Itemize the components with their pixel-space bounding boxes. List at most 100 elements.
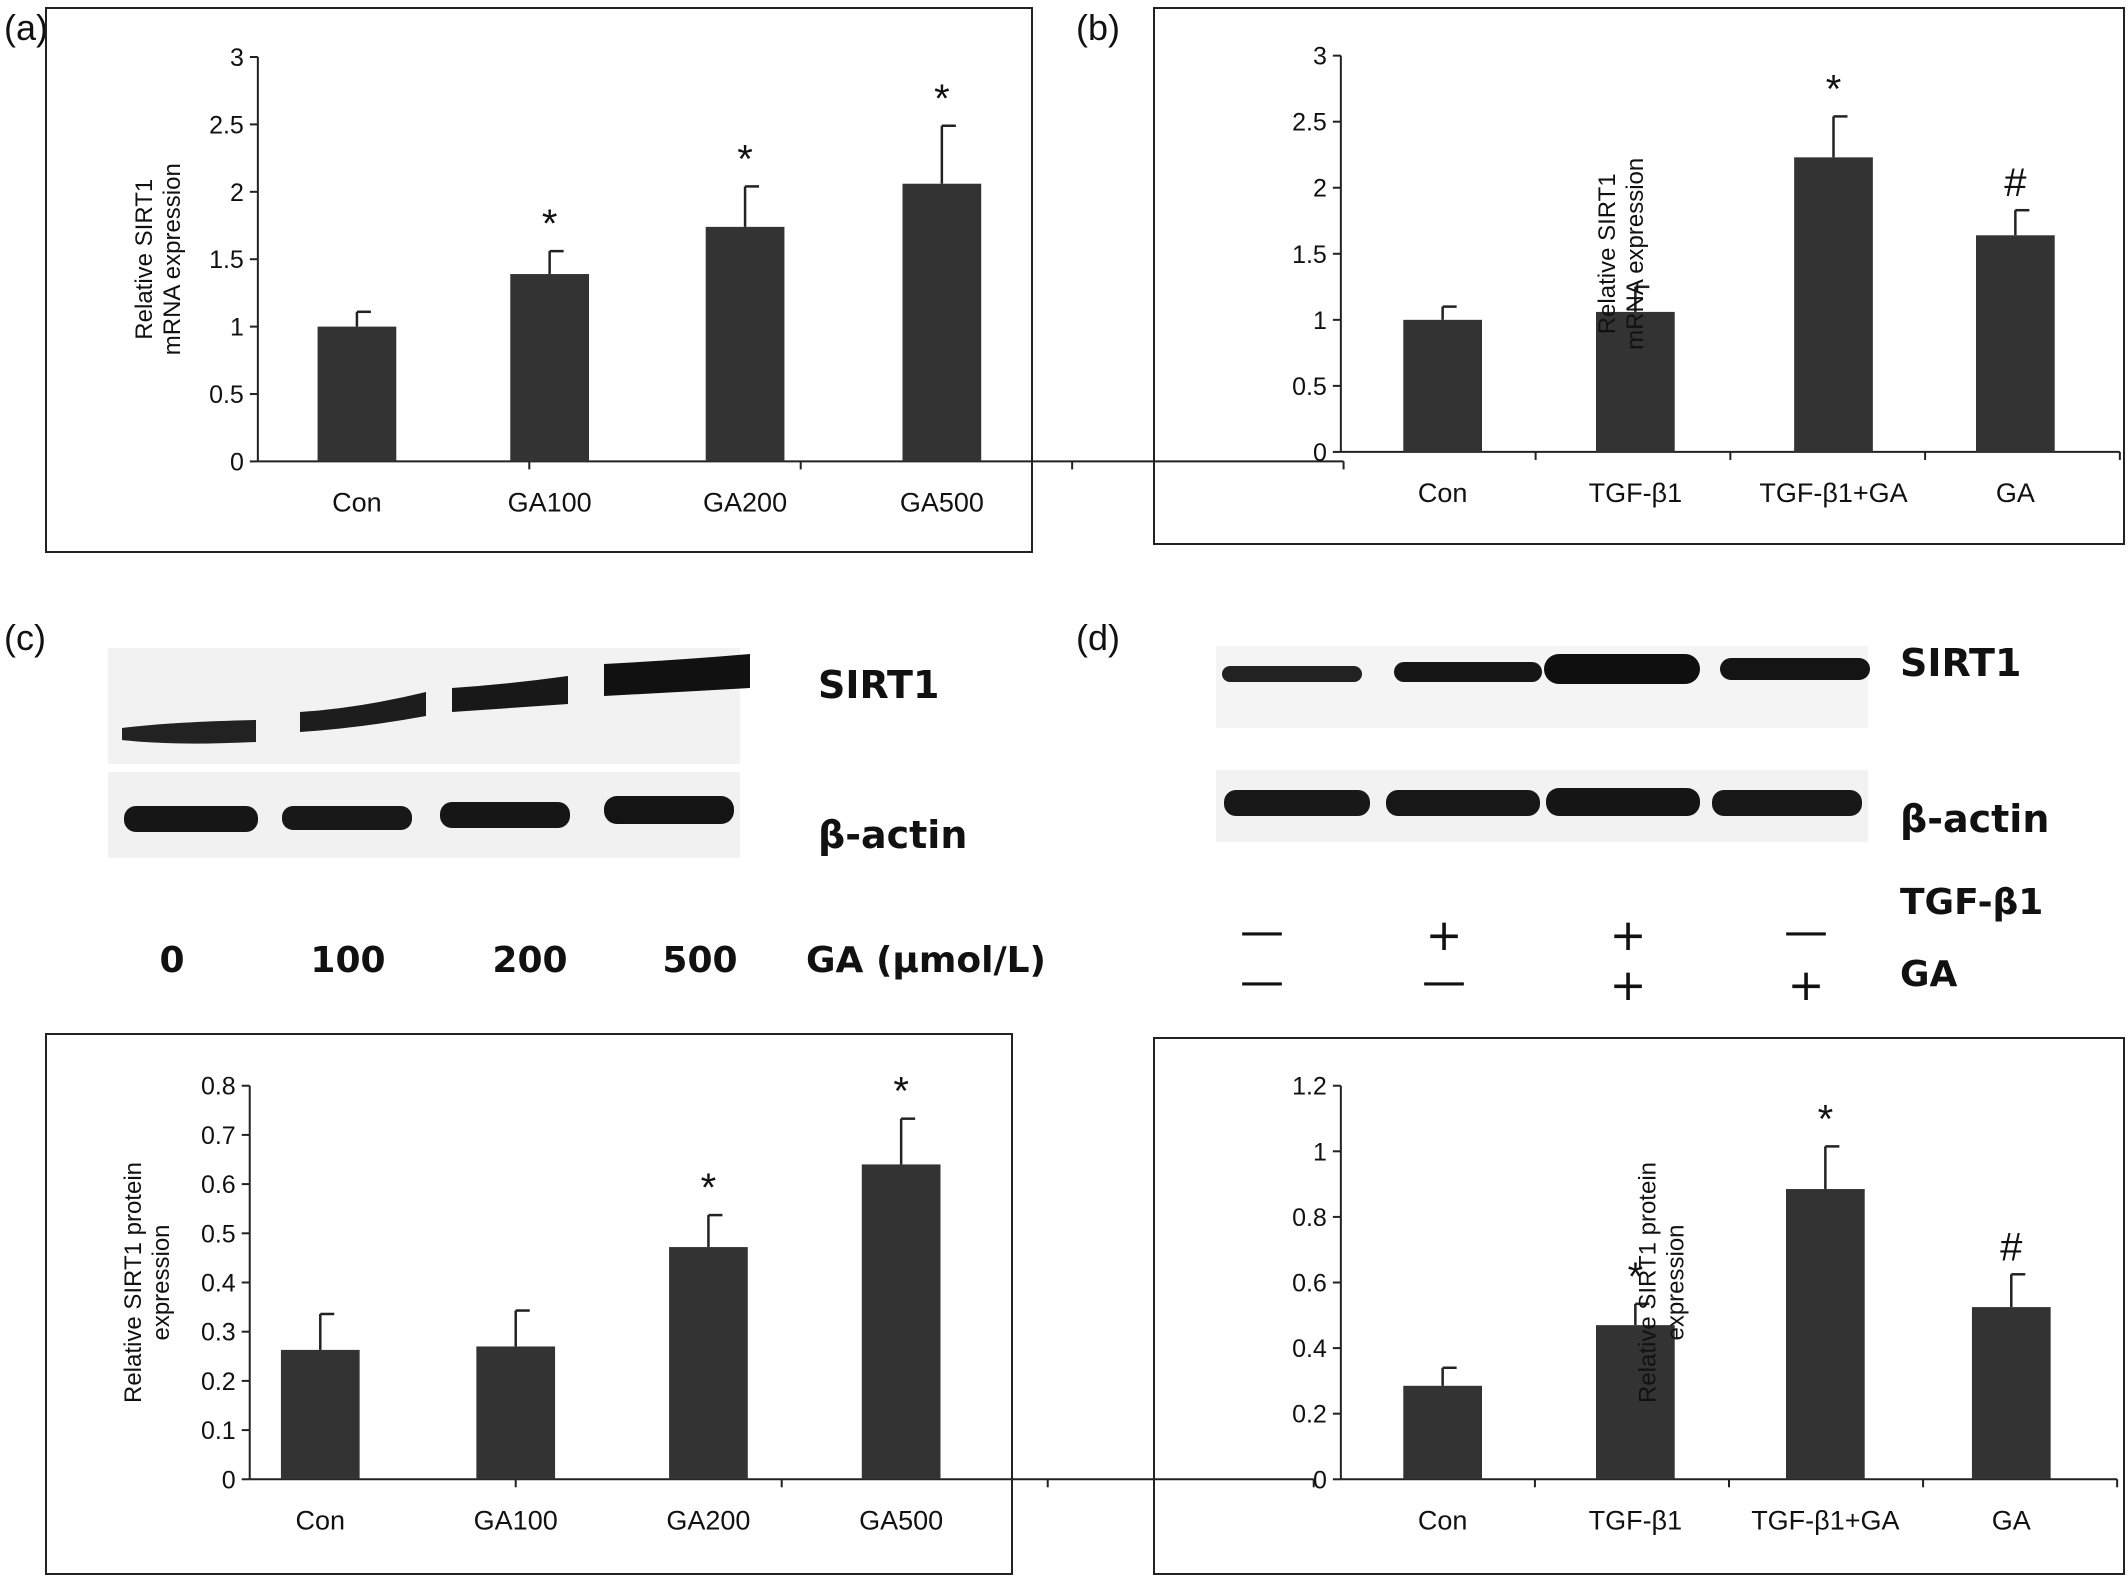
y-tick-label-a: 3: [230, 44, 244, 72]
y-tick-label-c: 0.3: [201, 1319, 236, 1347]
y-axis-label-line-c: Relative SIRT1 protein: [120, 1162, 147, 1403]
bar-c-1: [280, 1349, 360, 1480]
y-tick-label-b: 2: [1313, 175, 1327, 203]
significance-mark-d-4: #: [2000, 1225, 2023, 1269]
x-category-label-d-4: GA: [1992, 1505, 2031, 1535]
bar-c-2: [476, 1346, 556, 1480]
x-category-label-b-3: TGF-β1+GA: [1759, 478, 1907, 508]
blot-c-actin-band-lane3: [440, 802, 570, 828]
bar-a-2: [510, 274, 589, 462]
bar-c-4: [861, 1164, 941, 1480]
bar-b-3: [1794, 157, 1873, 452]
blot-d-tgf-sign-3: +: [1610, 910, 1647, 961]
y-axis-label-line-b: Relative SIRT1: [1594, 173, 1621, 334]
x-category-label-a-1: Con: [332, 487, 382, 517]
panel-label-d: (d): [1076, 617, 1120, 658]
y-tick-label-d: 1.2: [1292, 1073, 1327, 1101]
chart-frame-b: [1153, 7, 2125, 545]
bar-b-4: [1976, 235, 2055, 452]
blot-c-label-actin: β-actin: [818, 813, 967, 857]
x-category-label-a-2: GA100: [508, 487, 592, 517]
y-tick-label-d: 1: [1313, 1138, 1327, 1166]
blot-d-tgf-sign-2: +: [1426, 910, 1463, 961]
y-tick-label-c: 0.4: [201, 1270, 236, 1298]
chart-b: 0 0.5 1 1.5 2 2.5 3 Con TGF-β1 TGF-β1+GA * GA # Relat…: [1292, 43, 2121, 508]
y-tick-label-a: 1: [230, 314, 244, 342]
x-category-label-d-2: TGF-β1: [1589, 1505, 1683, 1535]
blot-c-lane-0: 0: [159, 940, 184, 981]
chart-frame-d: [1153, 1037, 2125, 1575]
y-axis-label-c: Relative SIRT1 proteinexpression: [120, 1162, 175, 1403]
blot-c-lane-100: 100: [310, 940, 385, 981]
x-category-label-d-1: Con: [1418, 1505, 1468, 1535]
y-axis-label-line-a: Relative SIRT1: [131, 179, 158, 340]
significance-mark-b-3: *: [1826, 67, 1842, 111]
y-axis-label-line-d: expression: [1663, 1224, 1690, 1340]
blot-d-tgf-sign-1: —: [1240, 906, 1284, 957]
panel-label-c: (c): [4, 617, 46, 658]
x-category-label-c-2: GA100: [474, 1505, 558, 1535]
y-tick-label-a: 2.5: [209, 111, 244, 139]
y-tick-label-a: 2: [230, 179, 244, 207]
blot-c-actin-band-lane4: [604, 796, 734, 824]
chart-d: 0 0.2 0.4 0.6 0.8 1 1.2 Con TGF-β1 * TGF-β1+GA * GA #…: [1292, 1073, 2119, 1535]
y-tick-label-c: 0.8: [201, 1073, 236, 1101]
chart-a: 0 0.5 1 1.5 2 2.5 3 Con GA100 * GA200 * GA500 * Relati…: [131, 44, 1345, 517]
blot-c-label-sirt1: SIRT1: [818, 663, 939, 707]
blot-c-sirt1-band-lane4: [604, 654, 750, 696]
blot-d-treatment-tgf: TGF-β1: [1900, 882, 2043, 923]
significance-mark-a-2: *: [542, 202, 558, 246]
x-category-label-a-3: GA200: [703, 487, 787, 517]
blot-d-sirt1-band-lane4: [1720, 658, 1870, 680]
y-tick-label-b: 0: [1313, 439, 1327, 467]
blot-d-sirt1-band-lane1: [1222, 666, 1362, 682]
significance-mark-a-3: *: [737, 137, 753, 181]
y-tick-label-c: 0.2: [201, 1368, 236, 1396]
x-category-label-a-4: GA500: [900, 487, 984, 517]
bar-a-4: [902, 183, 982, 462]
y-tick-label-d: 0.2: [1292, 1401, 1327, 1429]
blot-c-sirt1-band-lane1: [122, 720, 256, 744]
blot-d-tgf-sign-4: —: [1784, 906, 1828, 957]
y-tick-label-d: 0: [1313, 1466, 1327, 1494]
blot-c-condition-label: GA (μmol/L): [806, 940, 1046, 981]
blot-d-label-sirt1: SIRT1: [1900, 641, 2021, 685]
bar-b-1: [1403, 319, 1482, 452]
blot-d-sirt1-band-lane3: [1544, 654, 1700, 684]
western-blot-d: SIRT1 β-actin TGF-β1 — + + — GA — — + +: [1216, 641, 2049, 1011]
blot-c-actin-band-lane1: [124, 806, 258, 832]
x-category-label-c-3: GA200: [666, 1505, 750, 1535]
significance-mark-d-3: *: [1818, 1097, 1834, 1141]
y-axis-label-line-b: mRNA expression: [1622, 158, 1649, 350]
chart-frame-c: [45, 1033, 1013, 1575]
y-tick-label-d: 0.8: [1292, 1204, 1327, 1232]
bar-d-4: [1971, 1307, 2051, 1480]
y-tick-label-b: 3: [1313, 43, 1327, 71]
significance-mark-a-4: *: [934, 77, 950, 121]
bar-d-1: [1403, 1385, 1482, 1480]
significance-mark-c-3: *: [701, 1166, 717, 1210]
x-category-label-b-4: GA: [1996, 478, 2035, 508]
y-tick-label-d: 0.4: [1292, 1335, 1327, 1363]
y-tick-label-a: 0: [230, 448, 244, 476]
y-tick-label-a: 0.5: [209, 381, 244, 409]
chart-c: 0 0.1 0.2 0.3 0.4 0.5 0.6 0.7 0.8 Con GA100 GA200 * G…: [120, 1070, 1315, 1535]
x-category-label-b-2: TGF-β1: [1589, 478, 1683, 508]
blot-d-ga-sign-1: —: [1240, 956, 1284, 1007]
y-axis-label-b: Relative SIRT1mRNA expression: [1594, 158, 1649, 350]
y-axis-label-d: Relative SIRT1 proteinexpression: [1635, 1162, 1690, 1403]
y-tick-label-b: 1: [1313, 307, 1327, 335]
blot-d-ga-sign-4: +: [1788, 960, 1825, 1011]
significance-mark-b-4: #: [2004, 161, 2027, 205]
blot-c-sirt1-band-lane3: [452, 676, 568, 712]
y-tick-label-c: 0.7: [201, 1122, 236, 1150]
blot-d-treatment-ga: GA: [1900, 954, 1958, 995]
blot-d-actin-band-lane4: [1712, 790, 1862, 816]
panel-label-b: (b): [1076, 7, 1120, 48]
blot-c-actin-band-lane2: [282, 806, 412, 830]
blot-c-lane-500: 500: [662, 940, 737, 981]
x-category-label-c-1: Con: [296, 1505, 346, 1535]
bar-b-2: [1596, 311, 1675, 452]
significance-mark-d-2: *: [1628, 1255, 1644, 1299]
